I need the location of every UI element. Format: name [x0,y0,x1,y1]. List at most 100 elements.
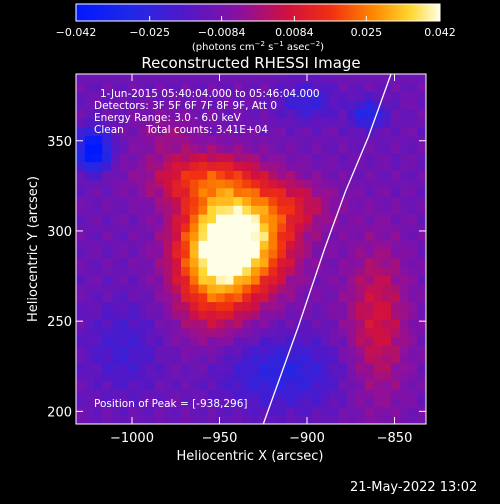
heatmap-cell [417,135,426,145]
heatmap-cell [338,214,348,224]
heatmap-cell [408,371,418,381]
heatmap-cell [189,380,200,390]
heatmap-cell [146,292,156,303]
heatmap-cell [399,292,410,303]
heatmap-cell [216,240,226,250]
heatmap-cell [294,397,305,408]
heatmap-cell [373,126,383,136]
heatmap-cell [259,152,270,163]
heatmap-cell [321,179,331,189]
heatmap-cell [224,266,235,276]
heatmap-cell [329,205,340,215]
heatmap-cell [373,371,383,381]
heatmap-cell [189,249,200,259]
heatmap-cell [312,397,322,408]
heatmap-cell [242,354,252,364]
heatmap-cell [303,117,313,128]
heatmap-cell [268,135,278,145]
heatmap-cell [172,82,182,93]
heatmap-cell [408,380,418,390]
heatmap-cell [216,389,226,399]
heatmap-cell [277,345,287,355]
heatmap-cell [233,126,243,136]
heatmap-cell [76,91,86,101]
heatmap-cell [391,266,401,276]
heatmap-cell [408,170,418,180]
heatmap-cell [128,406,138,416]
heatmap-cell [233,336,243,346]
heatmap-cell [268,117,278,128]
heatmap-cell [76,170,86,180]
heatmap-cell [163,109,173,119]
heatmap-cell [373,82,383,93]
heatmap-cell [373,144,383,154]
heatmap-cell [356,74,366,84]
heatmap-cell [233,275,243,285]
heatmap-cell [356,406,366,416]
heatmap-cell [321,100,331,110]
heatmap-cell [119,240,130,250]
heatmap-cell [154,100,165,110]
heatmap-cell [391,214,401,224]
heatmap-cell [338,91,348,101]
heatmap-cell [128,144,138,154]
heatmap-cell [303,187,313,198]
heatmap-cell [189,231,200,241]
heatmap-cell [329,397,340,408]
heatmap-cell [207,126,217,136]
heatmap-cell [303,336,313,346]
heatmap-cell [224,406,235,416]
heatmap-cell [146,275,156,285]
heatmap-cell [207,74,217,84]
heatmap-cell [329,91,340,101]
heatmap-cell [172,144,182,154]
heatmap-cell [312,362,322,373]
heatmap-cell [172,319,182,329]
heatmap-cell [198,284,208,294]
heatmap-cell [207,135,217,145]
heatmap-cell [329,109,340,119]
heatmap-cell [391,249,401,259]
heatmap-cell [329,231,340,241]
heatmap-cell [347,266,357,276]
heatmap-cell [128,257,138,268]
heatmap-cell [242,205,252,215]
heatmap-cell [268,249,278,259]
heatmap-cell [216,170,226,180]
heatmap-cell [154,275,165,285]
heatmap-cell [154,170,165,180]
colorbar-tick-label: 0.025 [351,26,383,39]
heatmap-cell [172,284,182,294]
heatmap-cell [382,371,392,381]
heatmap-cell [382,222,392,233]
heatmap-cell [111,82,121,93]
heatmap-cell [76,389,86,399]
heatmap-cell [329,406,340,416]
heatmap-cell [102,214,112,224]
heatmap-cell [408,327,418,338]
heatmap-cell [216,292,226,303]
heatmap-cell [119,82,130,93]
heatmap-cell [207,362,217,373]
heatmap-cell [111,362,121,373]
heatmap-cell [251,100,261,110]
heatmap-cell [356,152,366,163]
heatmap-cell [233,74,243,84]
heatmap-cell [181,397,191,408]
heatmap-cell [224,362,235,373]
heatmap-cell [111,205,121,215]
heatmap-cell [286,205,296,215]
heatmap-cell [321,109,331,119]
heatmap-cell [163,327,173,338]
heatmap-cell [277,327,287,338]
x-tick-label: −1000 [110,431,154,446]
heatmap-cell [233,354,243,364]
heatmap-cell [137,100,147,110]
annotation-total-counts: Total counts: 3.41E+04 [145,124,268,136]
heatmap-cell [268,152,278,163]
heatmap-cell [329,319,340,329]
heatmap-cell [303,345,313,355]
heatmap-cell [259,100,270,110]
heatmap-cell [364,301,375,311]
heatmap-cell [119,74,130,84]
